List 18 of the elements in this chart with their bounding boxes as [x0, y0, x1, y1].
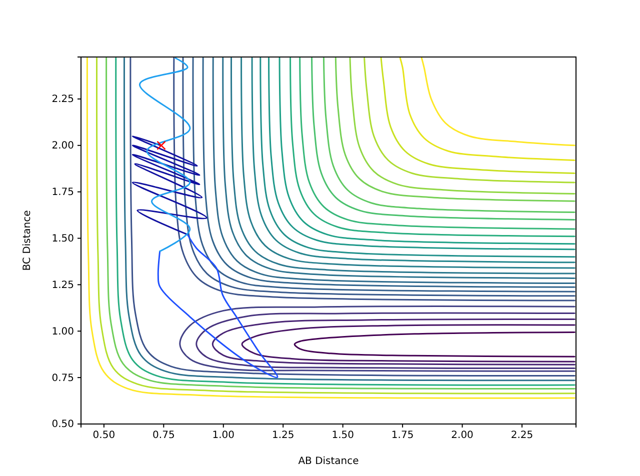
y-axis-title: BC Distance [22, 210, 33, 271]
x-tick-label: 2.25 [510, 430, 534, 442]
y-tick-label: 1.75 [52, 187, 74, 198]
x-tick-label: 1.00 [212, 430, 235, 442]
y-tick-label: 2.00 [52, 140, 74, 152]
y-tick-label: 1.50 [52, 233, 74, 244]
x-tick-label: 0.50 [92, 430, 116, 442]
y-tick-label: 1.25 [52, 280, 74, 291]
x-tick-label: 0.75 [152, 430, 175, 442]
x-tick-label: 2.00 [451, 430, 474, 442]
y-tick-label: 0.50 [52, 419, 74, 430]
y-tick-label: 1.00 [52, 326, 74, 338]
x-axis-title: AB Distance [298, 456, 359, 467]
x-tick-label: 1.75 [391, 430, 414, 442]
y-tick-label: 2.25 [52, 94, 74, 106]
y-tick-label: 0.75 [52, 372, 74, 384]
x-tick-label: 1.25 [272, 430, 294, 442]
x-tick-label: 1.50 [332, 430, 354, 442]
